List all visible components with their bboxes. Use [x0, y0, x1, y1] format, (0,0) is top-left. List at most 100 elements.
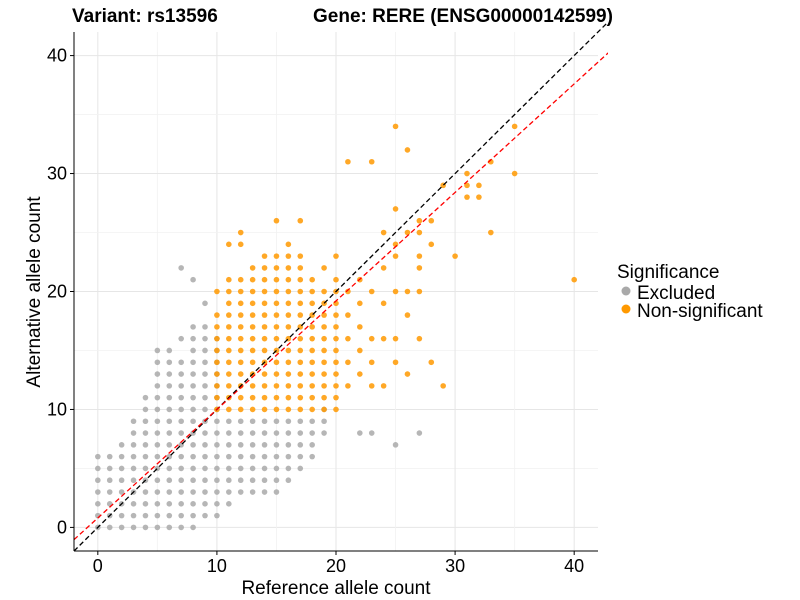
- point-excluded: [95, 489, 101, 495]
- point-non-significant: [237, 288, 244, 295]
- point-excluded: [142, 501, 149, 507]
- point-non-significant: [237, 359, 244, 366]
- point-non-significant: [237, 229, 244, 236]
- point-non-significant: [285, 265, 292, 271]
- point-non-significant: [237, 394, 244, 401]
- point-excluded: [261, 489, 268, 495]
- legend-label-excluded: Excluded: [637, 283, 715, 304]
- point-excluded: [309, 453, 315, 460]
- point-excluded: [178, 359, 184, 366]
- point-excluded: [285, 477, 292, 484]
- point-non-significant: [237, 300, 244, 307]
- point-non-significant: [261, 394, 268, 401]
- point-excluded: [106, 489, 113, 495]
- point-non-significant: [392, 206, 399, 212]
- point-excluded: [285, 430, 292, 436]
- point-excluded: [226, 501, 232, 507]
- point-non-significant: [273, 335, 280, 342]
- point-non-significant: [333, 253, 339, 259]
- point-excluded: [178, 406, 184, 413]
- point-excluded: [130, 512, 137, 519]
- point-excluded: [130, 453, 137, 460]
- point-excluded: [202, 335, 208, 342]
- data-points: [95, 123, 577, 531]
- point-excluded: [190, 477, 196, 484]
- point-excluded: [166, 524, 173, 531]
- point-non-significant: [321, 335, 327, 342]
- point-non-significant: [226, 241, 232, 248]
- point-non-significant: [237, 347, 244, 354]
- x-tick-label: 30: [445, 556, 465, 576]
- point-excluded: [214, 501, 220, 507]
- point-excluded: [142, 418, 149, 425]
- axes: [70, 32, 598, 555]
- point-non-significant: [249, 312, 256, 318]
- point-excluded: [226, 465, 232, 472]
- point-non-significant: [309, 300, 315, 307]
- point-non-significant: [226, 312, 232, 318]
- point-excluded: [118, 524, 125, 531]
- point-excluded: [142, 512, 149, 519]
- point-excluded: [166, 406, 173, 413]
- point-non-significant: [226, 324, 232, 330]
- point-excluded: [297, 430, 304, 436]
- point-non-significant: [249, 394, 256, 401]
- point-non-significant: [368, 383, 375, 389]
- point-non-significant: [297, 312, 304, 318]
- point-non-significant: [237, 312, 244, 318]
- point-excluded: [392, 442, 399, 448]
- point-non-significant: [261, 383, 268, 389]
- point-excluded: [178, 335, 184, 342]
- point-excluded: [166, 394, 173, 401]
- point-excluded: [178, 418, 184, 425]
- point-non-significant: [226, 347, 232, 354]
- point-excluded: [190, 406, 196, 413]
- point-non-significant: [309, 359, 315, 366]
- x-axis-label: Reference allele count: [241, 578, 431, 599]
- point-non-significant: [249, 300, 256, 307]
- point-excluded: [142, 489, 149, 495]
- point-excluded: [118, 512, 125, 519]
- point-non-significant: [297, 288, 304, 295]
- point-excluded: [154, 512, 161, 519]
- point-excluded: [202, 430, 208, 436]
- point-excluded: [273, 453, 280, 460]
- point-non-significant: [416, 217, 423, 224]
- point-non-significant: [297, 300, 304, 307]
- point-non-significant: [249, 406, 256, 413]
- point-non-significant: [345, 335, 351, 342]
- point-non-significant: [368, 158, 375, 165]
- point-excluded: [214, 430, 220, 436]
- point-excluded: [261, 453, 268, 460]
- point-excluded: [357, 430, 363, 436]
- point-excluded: [142, 453, 149, 460]
- point-excluded: [273, 465, 280, 472]
- point-excluded: [190, 359, 196, 366]
- point-non-significant: [249, 324, 256, 330]
- point-non-significant: [285, 312, 292, 318]
- point-excluded: [249, 430, 256, 436]
- point-non-significant: [285, 394, 292, 401]
- point-non-significant: [285, 383, 292, 389]
- point-excluded: [226, 430, 232, 436]
- point-non-significant: [249, 335, 256, 342]
- point-excluded: [130, 477, 137, 484]
- point-non-significant: [464, 194, 470, 200]
- point-non-significant: [261, 324, 268, 330]
- point-excluded: [297, 465, 304, 472]
- point-non-significant: [416, 265, 423, 271]
- point-non-significant: [285, 300, 292, 307]
- point-excluded: [106, 453, 113, 460]
- point-non-significant: [309, 288, 315, 295]
- point-non-significant: [273, 265, 280, 271]
- point-excluded: [154, 501, 161, 507]
- tick-labels: 0 10 20 30 40 0 10 20 30 40: [47, 46, 584, 576]
- point-excluded: [190, 383, 196, 389]
- point-excluded: [202, 324, 208, 330]
- point-non-significant: [476, 194, 482, 200]
- point-non-significant: [214, 359, 220, 366]
- point-non-significant: [285, 324, 292, 330]
- point-excluded: [237, 418, 244, 425]
- point-non-significant: [214, 335, 220, 342]
